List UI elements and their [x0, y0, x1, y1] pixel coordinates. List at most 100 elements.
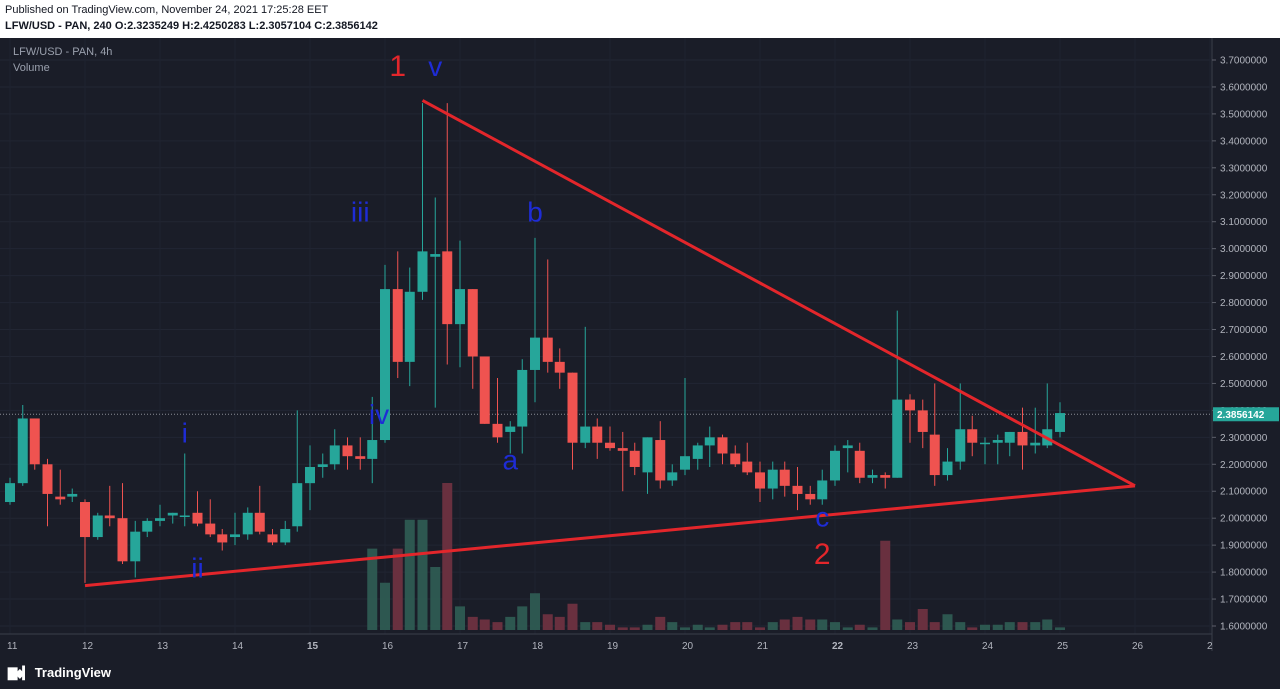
- volume-bar: [955, 622, 966, 630]
- time-tick-label: 12: [82, 641, 94, 652]
- candle-body: [67, 493, 78, 497]
- candle-body: [355, 456, 366, 459]
- candle-body: [867, 475, 878, 478]
- candle-body: [742, 461, 753, 473]
- volume-bar: [417, 519, 428, 630]
- candle-body: [217, 534, 228, 543]
- time-axis: 11 12 13 14 15 16 17 18 19 20 21 22 23 24 25 26 2: [0, 633, 1213, 652]
- high-value: 2.4250283: [193, 20, 246, 32]
- volume-bar: [580, 622, 591, 630]
- candle-body: [792, 485, 803, 494]
- low-value: 2.3057104: [259, 20, 312, 32]
- candle-body: [667, 472, 678, 481]
- published-info: Published on TradingView.com, November 2…: [5, 4, 329, 16]
- wave-label: a: [502, 445, 518, 476]
- trendline: [421, 99, 1136, 488]
- time-tick-label: 22: [832, 641, 844, 652]
- candle-body: [730, 453, 741, 465]
- candle-body: [404, 291, 415, 362]
- candle-body: [717, 437, 728, 454]
- volume-bar: [1055, 627, 1065, 630]
- candle-body: [455, 289, 465, 325]
- wave-label: iv: [369, 399, 389, 430]
- volume-bar: [655, 616, 666, 630]
- volume-bar: [929, 622, 940, 630]
- candle-body: [980, 442, 990, 445]
- price-tick-label: 2.6000000: [1220, 352, 1268, 363]
- candle-body: [805, 493, 816, 500]
- volume-bar: [455, 606, 465, 630]
- wave-label: c: [815, 501, 829, 532]
- volume-bar: [792, 616, 803, 630]
- volume-bar: [404, 519, 415, 630]
- candle-body: [542, 337, 553, 362]
- candle-body: [655, 440, 666, 481]
- time-tick-label: 19: [607, 641, 619, 652]
- candle-body: [967, 429, 978, 443]
- price-tick-label: 2.5000000: [1220, 379, 1268, 390]
- volume-bar: [892, 619, 903, 630]
- volume-bar: [830, 622, 840, 630]
- price-tick-label: 3.4000000: [1220, 136, 1268, 147]
- time-tick-label: 20: [682, 641, 694, 652]
- volume-bar: [817, 619, 828, 630]
- candle-body: [267, 534, 278, 543]
- close-label: C:: [314, 20, 326, 32]
- volume-bar: [704, 627, 715, 630]
- candle-body: [942, 461, 953, 476]
- trendline: [84, 484, 1136, 588]
- candle-body: [1055, 413, 1065, 432]
- candle-body: [992, 440, 1003, 443]
- candle-body: [955, 429, 966, 462]
- volume-bar: [730, 622, 741, 630]
- volume-legend: Volume: [13, 62, 50, 74]
- candle-body: [554, 361, 565, 373]
- candle-body: [530, 337, 540, 370]
- price-tick-label: 1.8000000: [1220, 568, 1268, 579]
- candle-body: [905, 399, 915, 411]
- time-tick-label: 13: [157, 641, 169, 652]
- wave-label: i: [182, 418, 188, 449]
- open-value: 2.3235249: [127, 20, 180, 32]
- candle-body: [854, 450, 865, 478]
- volume-bars: [367, 483, 1065, 630]
- tradingview-logo[interactable]: ▇◆▎ TradingView: [8, 665, 111, 680]
- candle-body: [80, 502, 90, 538]
- brand-name: TradingView: [34, 665, 112, 680]
- candle-body: [280, 528, 291, 543]
- tradingview-logo-icon: ▇◆▎: [8, 665, 32, 680]
- candle-body: [342, 445, 353, 457]
- candle-body: [380, 289, 390, 441]
- candle-body: [29, 418, 40, 465]
- time-tick-label: 21: [757, 641, 769, 652]
- volume-bar: [442, 483, 453, 630]
- volume-bar: [554, 616, 565, 630]
- candle-body: [492, 423, 503, 438]
- open-label: O:: [114, 20, 128, 32]
- candle-body: [430, 254, 441, 257]
- candles: [5, 103, 1065, 583]
- ohlc-line: LFW/USD - PAN, 240 O:2.3235249 H:2.42502…: [5, 20, 378, 32]
- candle-body: [104, 515, 115, 519]
- price-tick-label: 2.8000000: [1220, 298, 1268, 309]
- candle-body: [567, 372, 578, 443]
- candle-body: [880, 475, 891, 478]
- volume-bar: [592, 622, 603, 630]
- volume-bar: [692, 624, 703, 630]
- volume-bar: [755, 627, 765, 630]
- candle-body: [842, 445, 853, 449]
- last-price-label: 2.3856142: [1217, 410, 1265, 421]
- volume-bar: [905, 622, 915, 630]
- volume-bar: [467, 616, 478, 630]
- volume-bar: [980, 624, 990, 630]
- price-tick-label: 1.6000000: [1220, 622, 1268, 633]
- price-tick-label: 2.0000000: [1220, 514, 1268, 525]
- volume-bar: [680, 627, 690, 630]
- volume-bar: [380, 582, 390, 630]
- candle-body: [130, 531, 141, 562]
- candle-body: [917, 410, 928, 432]
- candle-body: [1030, 442, 1041, 446]
- candle-body: [517, 369, 528, 427]
